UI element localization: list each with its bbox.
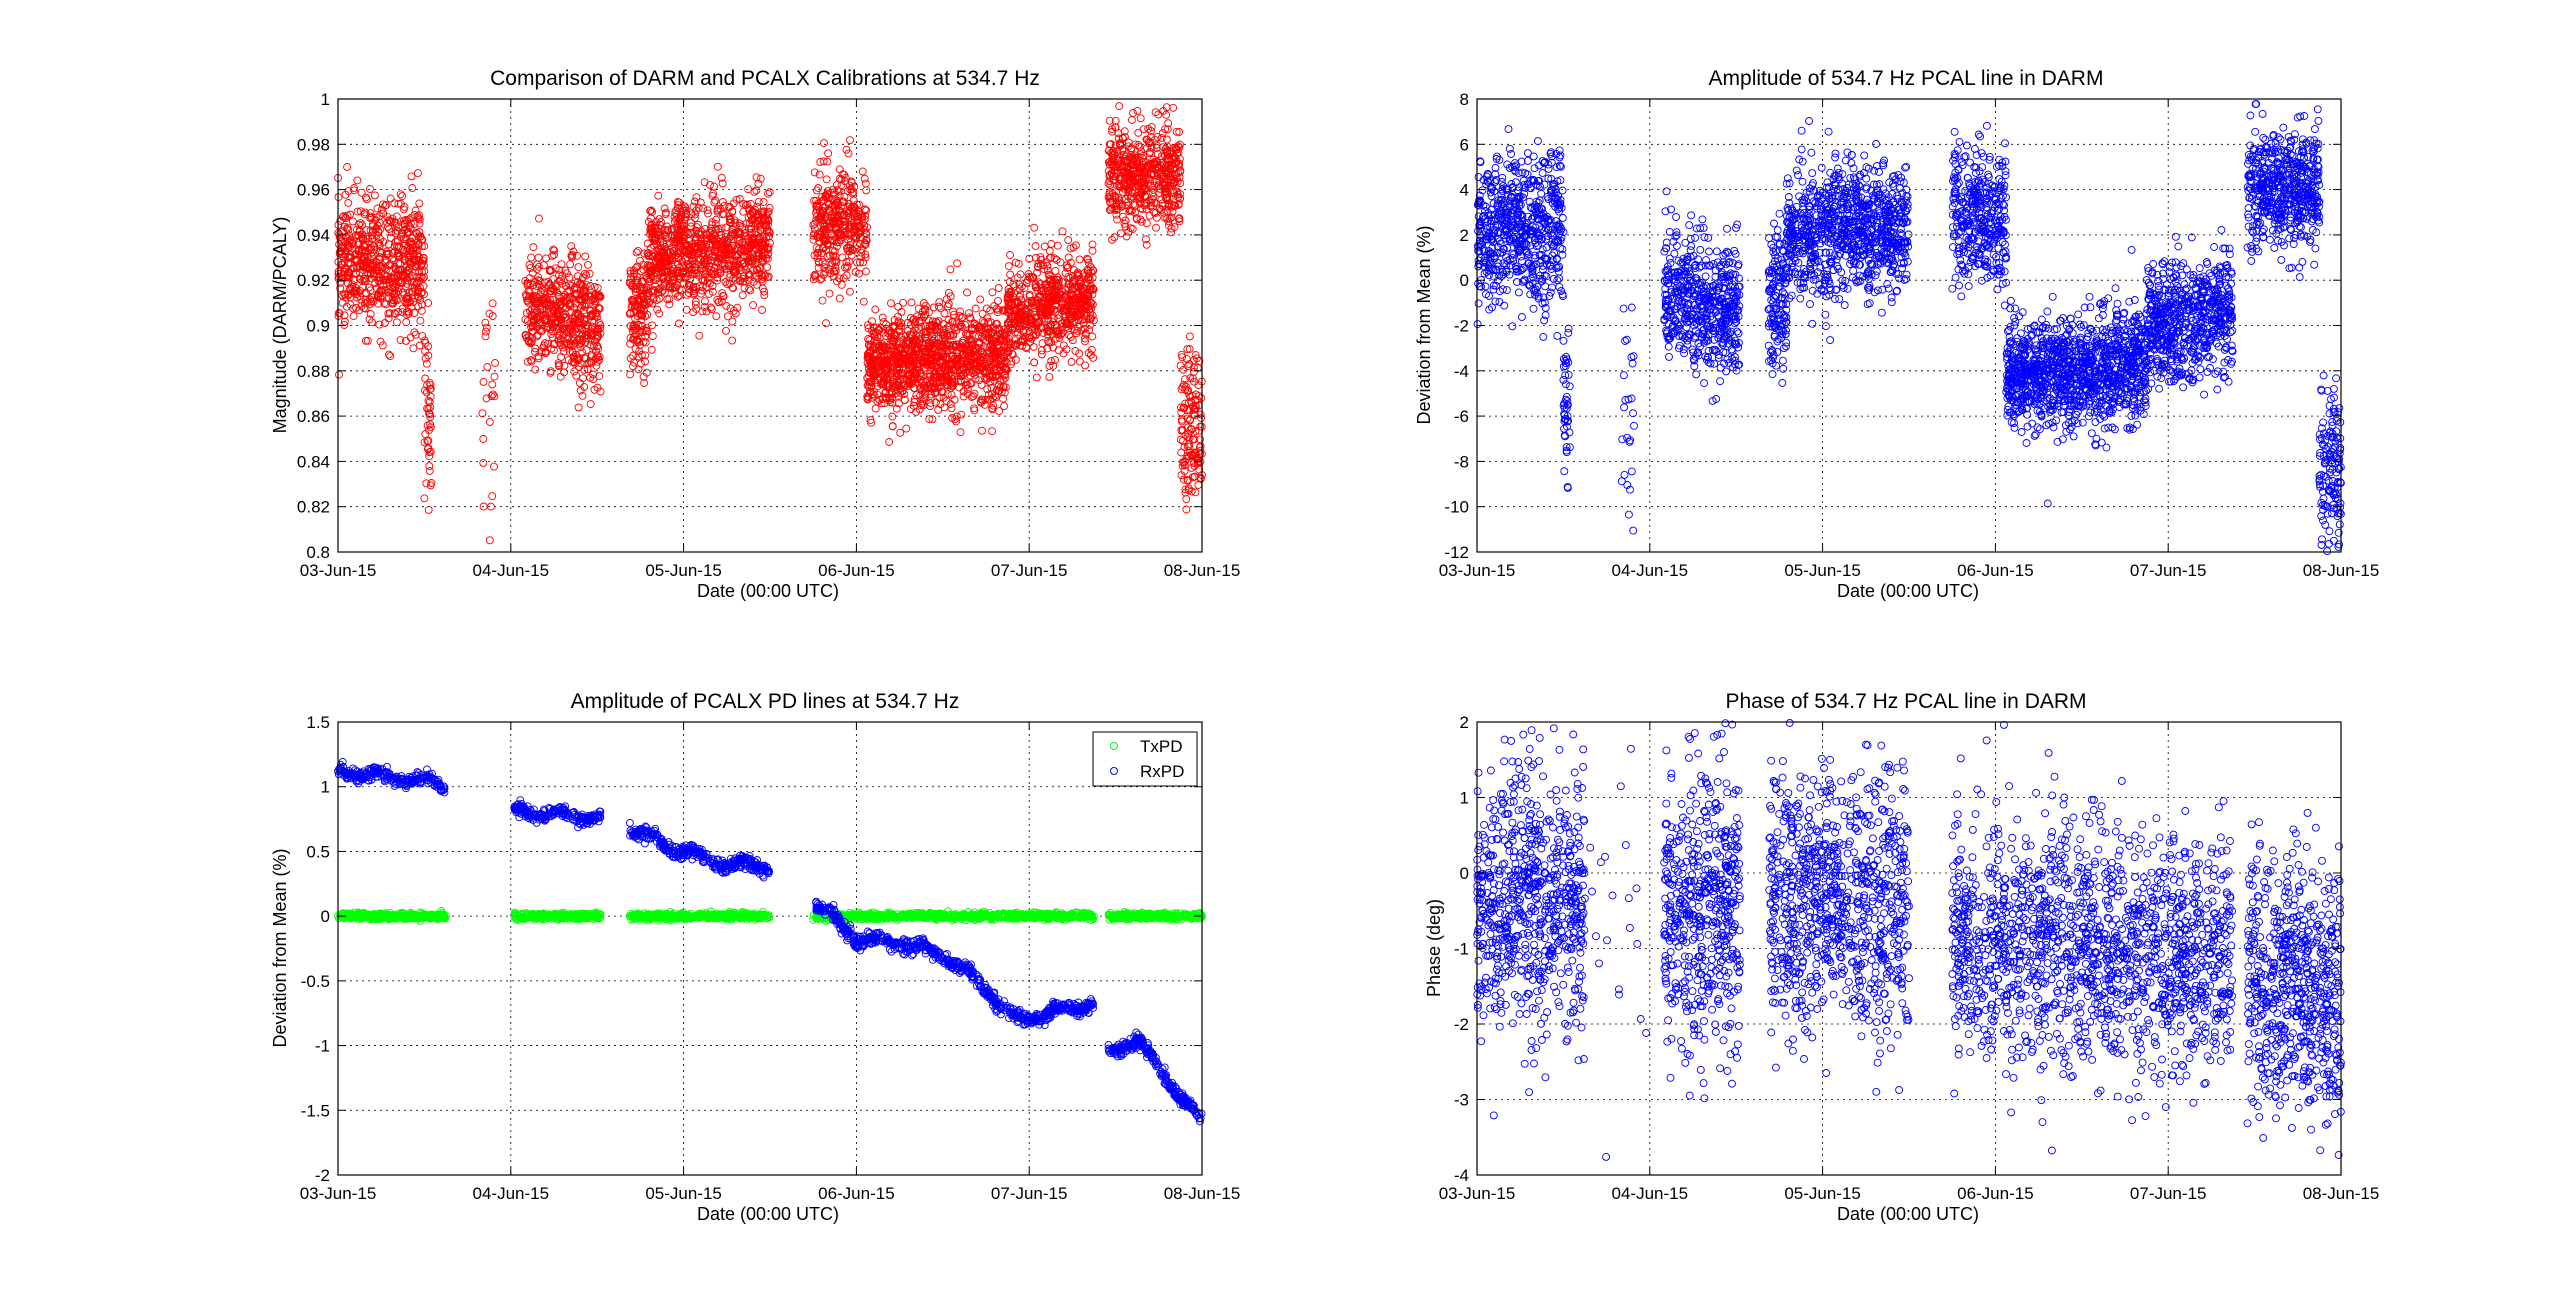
figure-background xyxy=(0,0,2560,1309)
chart-title: Comparison of DARM and PCALX Calibration… xyxy=(490,67,1040,90)
figure: Comparison of DARM and PCALX Calibration… xyxy=(0,0,2560,1309)
